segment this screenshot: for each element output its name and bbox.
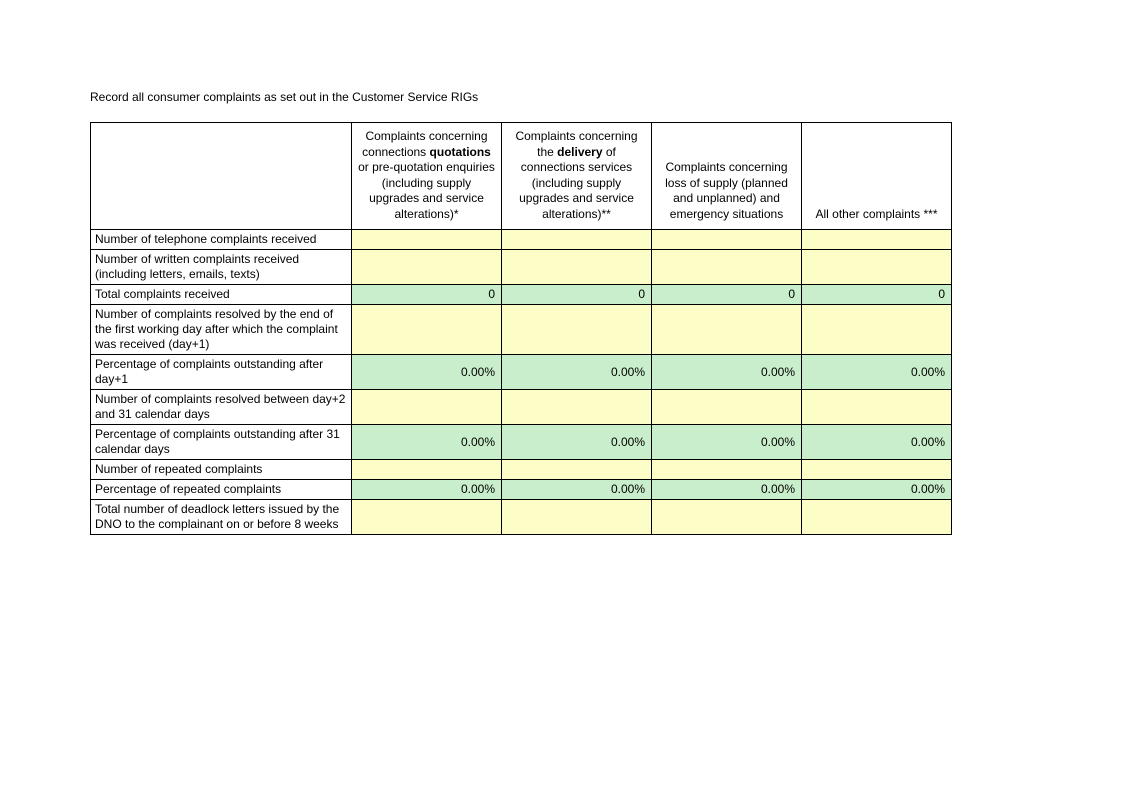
input-cell[interactable] [502,389,652,424]
input-cell[interactable] [502,229,652,249]
input-cell[interactable] [652,249,802,284]
input-cell[interactable] [352,304,502,354]
calculated-cell: 0.00% [652,354,802,389]
row-label: Number of written complaints received (i… [91,249,352,284]
calculated-cell: 0.00% [502,479,652,499]
input-cell[interactable] [652,389,802,424]
calculated-cell: 0.00% [652,479,802,499]
calculated-cell: 0.00% [352,424,502,459]
calculated-cell: 0 [802,284,952,304]
calculated-cell: 0.00% [802,479,952,499]
input-cell[interactable] [502,304,652,354]
row-label: Percentage of repeated complaints [91,479,352,499]
calculated-cell: 0.00% [652,424,802,459]
complaints-table: Complaints concerning connections quotat… [90,122,952,535]
row-label: Number of telephone complaints received [91,229,352,249]
page-title: Record all consumer complaints as set ou… [90,90,1124,104]
row-label: Percentage of complaints outstanding aft… [91,354,352,389]
row-label: Number of complaints resolved between da… [91,389,352,424]
table-header-row: Complaints concerning connections quotat… [91,123,952,230]
input-cell[interactable] [352,249,502,284]
header-empty [91,123,352,230]
header-col-2: Complaints concerning the delivery of co… [502,123,652,230]
header-col-4: All other complaints *** [802,123,952,230]
input-cell[interactable] [652,229,802,249]
row-label: Number of complaints resolved by the end… [91,304,352,354]
table-row: Percentage of complaints outstanding aft… [91,354,952,389]
page-container: Record all consumer complaints as set ou… [0,0,1124,535]
calculated-cell: 0 [652,284,802,304]
input-cell[interactable] [352,459,502,479]
calculated-cell: 0.00% [352,354,502,389]
table-row: Percentage of complaints outstanding aft… [91,424,952,459]
table-row: Number of complaints resolved between da… [91,389,952,424]
input-cell[interactable] [652,459,802,479]
input-cell[interactable] [802,304,952,354]
table-row: Number of telephone complaints received [91,229,952,249]
input-cell[interactable] [802,459,952,479]
calculated-cell: 0 [352,284,502,304]
row-label: Percentage of complaints outstanding aft… [91,424,352,459]
calculated-cell: 0.00% [802,424,952,459]
input-cell[interactable] [352,389,502,424]
input-cell[interactable] [502,499,652,534]
row-label: Total complaints received [91,284,352,304]
row-label: Number of repeated complaints [91,459,352,479]
input-cell[interactable] [652,499,802,534]
input-cell[interactable] [502,459,652,479]
input-cell[interactable] [802,389,952,424]
row-label: Total number of deadlock letters issued … [91,499,352,534]
input-cell[interactable] [802,499,952,534]
calculated-cell: 0 [502,284,652,304]
table-row: Number of written complaints received (i… [91,249,952,284]
calculated-cell: 0.00% [802,354,952,389]
header-col-1: Complaints concerning connections quotat… [352,123,502,230]
input-cell[interactable] [802,229,952,249]
input-cell[interactable] [352,499,502,534]
calculated-cell: 0.00% [502,354,652,389]
table-row: Total complaints received0000 [91,284,952,304]
input-cell[interactable] [802,249,952,284]
calculated-cell: 0.00% [352,479,502,499]
table-row: Number of repeated complaints [91,459,952,479]
input-cell[interactable] [502,249,652,284]
table-body: Number of telephone complaints receivedN… [91,229,952,534]
table-row: Percentage of repeated complaints0.00%0.… [91,479,952,499]
input-cell[interactable] [652,304,802,354]
table-row: Total number of deadlock letters issued … [91,499,952,534]
header-col-3: Complaints concerning loss of supply (pl… [652,123,802,230]
calculated-cell: 0.00% [502,424,652,459]
table-row: Number of complaints resolved by the end… [91,304,952,354]
input-cell[interactable] [352,229,502,249]
